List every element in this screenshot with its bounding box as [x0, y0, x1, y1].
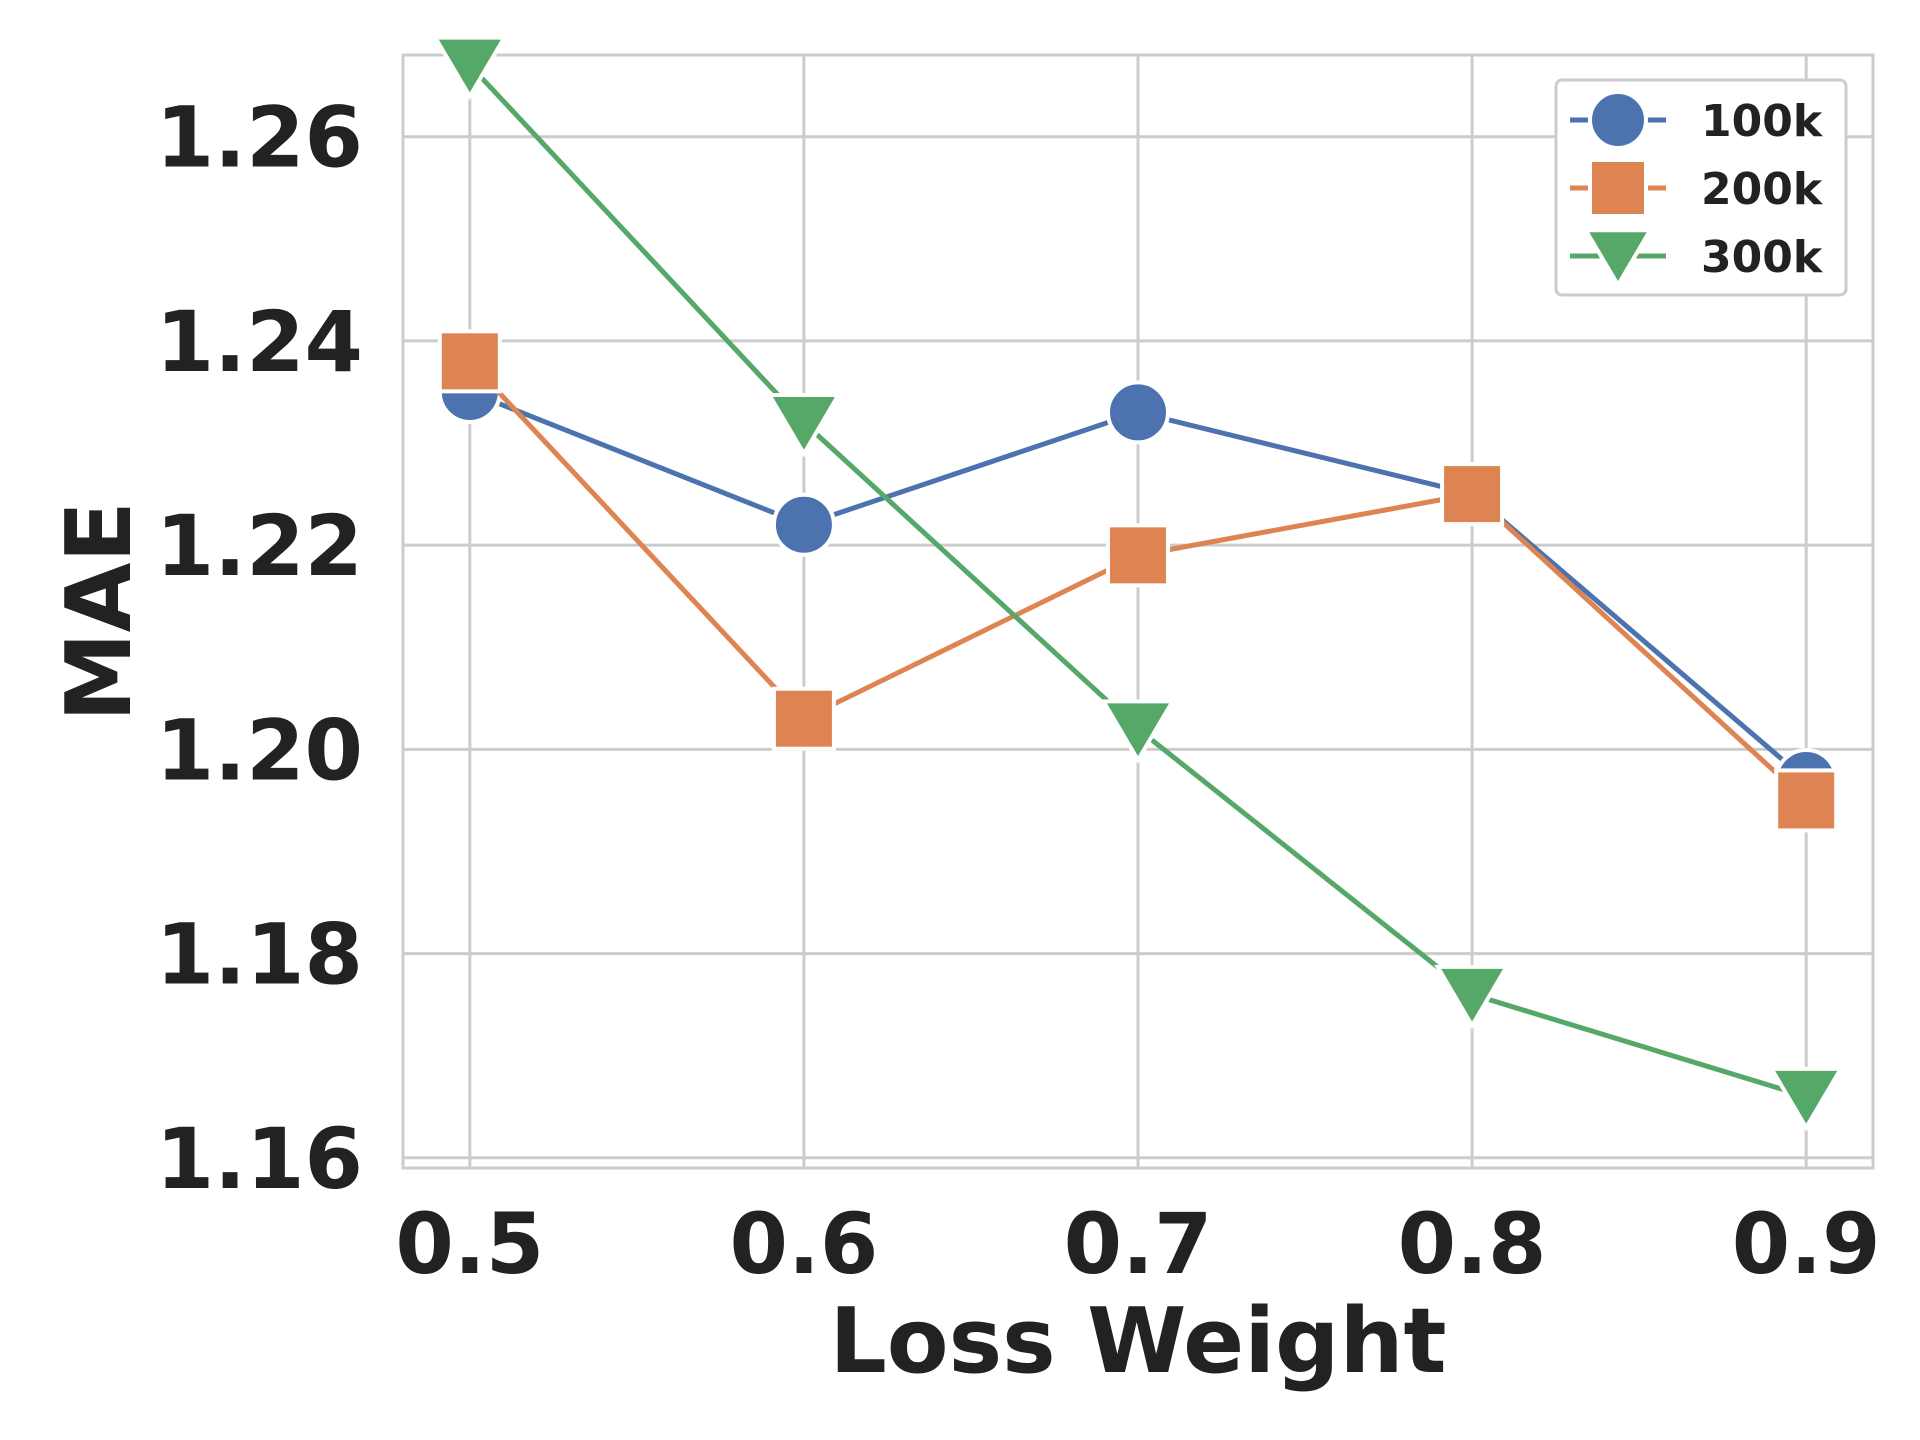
- series-300k: [431, 35, 1845, 1132]
- data-point-100k: [771, 492, 836, 557]
- y-tick-label: 1.26: [156, 89, 363, 187]
- y-tick-label: 1.16: [156, 1110, 363, 1208]
- data-point-200k: [437, 329, 502, 394]
- y-tick-labels: 1.16 1.18 1.20 1.22 1.24 1.26: [156, 89, 363, 1208]
- series-200k: [437, 329, 1839, 833]
- data-point-300k: [765, 392, 842, 458]
- data-point-100k: [1106, 380, 1170, 445]
- x-tick-labels: 0.5 0.6 0.7 0.8 0.9: [395, 1195, 1880, 1293]
- data-point-200k: [1774, 768, 1839, 833]
- x-tick-label: 0.7: [1064, 1195, 1213, 1293]
- legend-marker-200k: [1588, 158, 1648, 218]
- plot-frame: [401, 53, 1875, 1170]
- legend-marker-100k: [1588, 90, 1648, 150]
- legend-label-100k: 100k: [1701, 96, 1824, 147]
- y-tick-label: 1.18: [156, 906, 363, 1004]
- data-point-200k: [1440, 462, 1505, 527]
- data-point-300k: [1100, 699, 1176, 764]
- x-tick-label: 0.9: [1732, 1195, 1881, 1293]
- data-point-200k: [1106, 523, 1170, 588]
- y-tick-label: 1.24: [156, 293, 363, 391]
- series-group: [431, 35, 1845, 1132]
- data-point-300k: [431, 35, 508, 101]
- x-tick-label: 0.8: [1398, 1195, 1547, 1293]
- legend-label-300k: 300k: [1701, 232, 1824, 283]
- legend-marker-300k: [1582, 228, 1654, 289]
- data-point-300k: [1434, 964, 1511, 1030]
- legend-item-300k: 300k: [1570, 228, 1824, 289]
- x-tick-label: 0.6: [730, 1195, 879, 1293]
- data-point-200k: [771, 686, 836, 751]
- legend-item-200k: 200k: [1570, 158, 1824, 218]
- y-tick-label: 1.20: [156, 701, 363, 799]
- y-axis-title: MAE: [47, 501, 152, 722]
- legend: 100k 200k 300k: [1554, 78, 1848, 297]
- legend-item-100k: 100k: [1570, 90, 1824, 150]
- x-axis-title: Loss Weight: [829, 1289, 1446, 1394]
- legend-label-200k: 200k: [1701, 164, 1824, 215]
- data-point-300k: [1768, 1066, 1845, 1132]
- y-tick-label: 1.22: [156, 497, 363, 595]
- x-tick-label: 0.5: [395, 1195, 544, 1293]
